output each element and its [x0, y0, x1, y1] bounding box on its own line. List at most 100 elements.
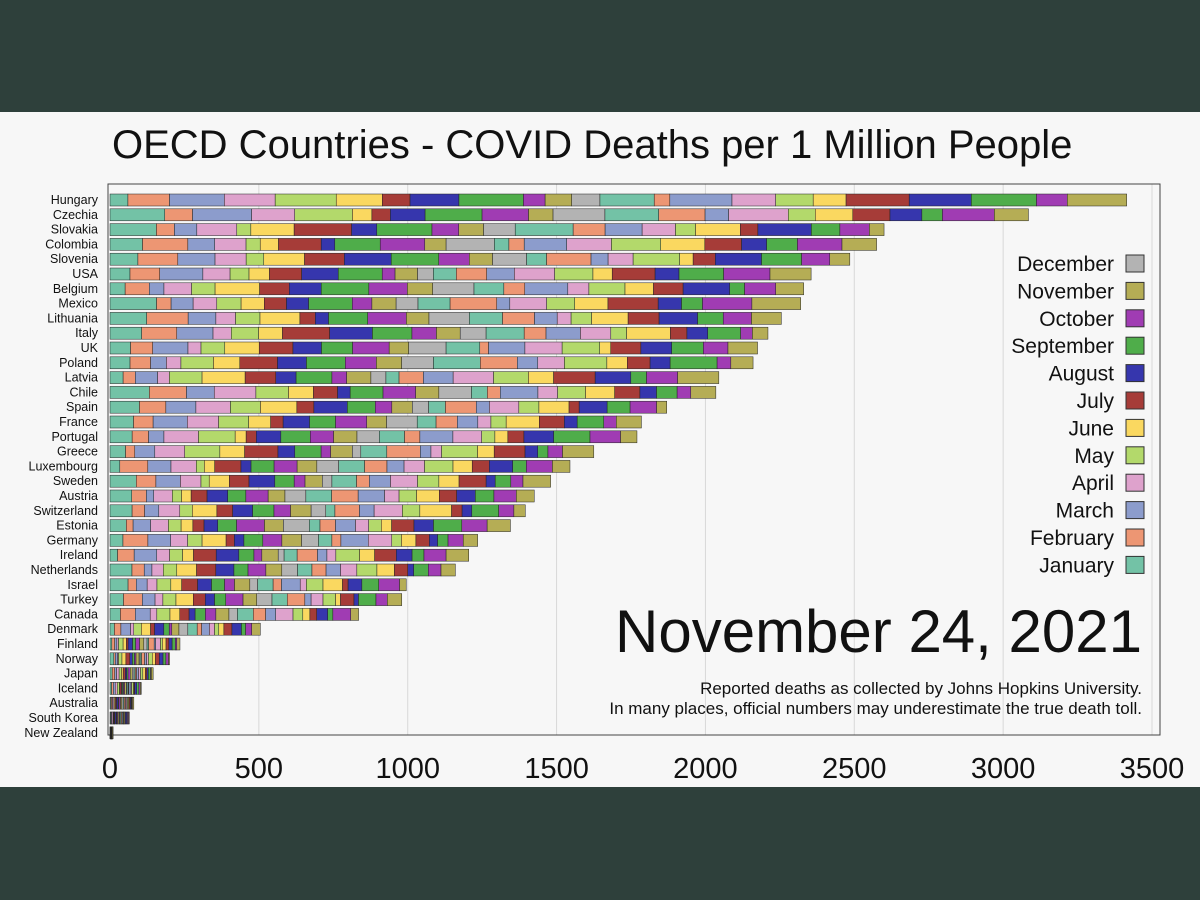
bar-segment: [658, 208, 706, 222]
bar-segment: [449, 297, 498, 310]
bar-segment: [302, 608, 311, 621]
bar-segment: [109, 563, 133, 577]
bar-segment: [245, 252, 265, 266]
bar-segment: [752, 326, 769, 340]
bar-segment: [127, 637, 133, 651]
bar-segment: [151, 563, 164, 577]
bar-segment: [109, 297, 157, 310]
bar-segment: [435, 415, 458, 429]
country-label: Mexico: [58, 297, 98, 311]
bar-segment: [127, 193, 170, 207]
source-note: Reported deaths as collected by Johns Ho…: [700, 679, 1142, 698]
country-label: Finland: [57, 637, 98, 651]
legend-swatch: [1125, 528, 1145, 547]
bar-segment: [172, 489, 182, 503]
bar-segment: [702, 297, 753, 310]
bar-segment: [445, 341, 481, 355]
bar-segment: [286, 297, 309, 310]
bar-segment: [552, 208, 606, 222]
bar-segment: [409, 193, 460, 207]
bar-segment: [286, 593, 306, 606]
bar-segment: [346, 371, 372, 384]
bar-segment: [775, 193, 814, 207]
bar-segment: [109, 341, 131, 355]
country-label: Israel: [67, 578, 98, 592]
bar-segment: [296, 460, 318, 473]
legend-swatch: [1125, 391, 1145, 410]
bar-segment: [1067, 193, 1127, 207]
bar-segment: [120, 622, 131, 636]
bar-segment: [509, 297, 547, 310]
bar-segment: [682, 282, 730, 296]
bar-segment: [261, 548, 279, 562]
bar-segment: [250, 223, 295, 236]
bar-segment: [408, 341, 447, 355]
bar-segment: [554, 267, 594, 281]
bar-segment: [201, 371, 246, 384]
bar-segment: [376, 223, 433, 236]
bar-segment: [283, 548, 298, 562]
bar-segment: [187, 238, 215, 251]
bar-segment: [349, 386, 384, 399]
bar-segment: [273, 460, 298, 473]
bar-segment: [212, 326, 232, 340]
bar-segment: [248, 415, 271, 429]
bar-segment: [594, 371, 632, 384]
bar-segment: [242, 593, 257, 606]
bar-segment: [197, 578, 212, 592]
bar-segment: [376, 356, 402, 370]
bar-segment: [196, 622, 202, 636]
bar-segment: [228, 608, 238, 621]
bar-segment: [256, 593, 273, 606]
bar-segment: [169, 193, 225, 207]
bar-segment: [176, 637, 181, 651]
legend-swatch: [1125, 281, 1145, 300]
bar-segment: [398, 489, 417, 503]
bar-segment: [258, 326, 283, 340]
bar-segment: [114, 682, 118, 695]
bar-segment: [562, 445, 595, 458]
bar-segment: [214, 460, 242, 473]
bar-segment: [676, 386, 692, 399]
bar-segment: [331, 371, 347, 384]
bar-segment: [218, 415, 249, 429]
bar-segment: [386, 415, 418, 429]
bar-segment: [481, 430, 496, 444]
bar-segment: [607, 297, 659, 310]
bar-segment: [386, 460, 405, 473]
bar-segment: [852, 208, 891, 222]
bar-segment: [660, 238, 706, 251]
bar-segment: [431, 223, 459, 236]
bar-segment: [151, 667, 154, 680]
bar-segment: [156, 578, 172, 592]
bar-segment: [438, 252, 470, 266]
bar-segment: [156, 297, 172, 310]
bar-segment: [716, 356, 732, 370]
bar-segment: [115, 652, 118, 666]
bar-segment: [469, 312, 503, 325]
bar-segment: [424, 238, 447, 251]
bar-segment: [679, 252, 694, 266]
bar-segment: [126, 637, 129, 651]
bar-segment: [360, 445, 388, 458]
bar-segment: [340, 534, 369, 547]
legend-label: August: [1049, 363, 1115, 386]
bar-segment: [225, 593, 244, 606]
bar-segment: [841, 238, 877, 251]
bar-segment: [417, 267, 434, 281]
bar-segment: [140, 682, 142, 695]
bar-segment: [235, 312, 261, 325]
bar-segment: [253, 608, 266, 621]
bar-segment: [627, 312, 660, 325]
bar-segment: [610, 326, 627, 340]
legend-label: March: [1056, 500, 1114, 523]
bar-segment: [136, 682, 140, 695]
country-label: Estonia: [56, 519, 98, 533]
bar-segment: [322, 578, 343, 592]
bar-segment: [429, 534, 438, 547]
bar-segment: [438, 386, 472, 399]
bar-segment: [333, 430, 358, 444]
bar-segment: [158, 652, 164, 666]
bar-segment: [244, 371, 277, 384]
bar-segment: [133, 415, 154, 429]
